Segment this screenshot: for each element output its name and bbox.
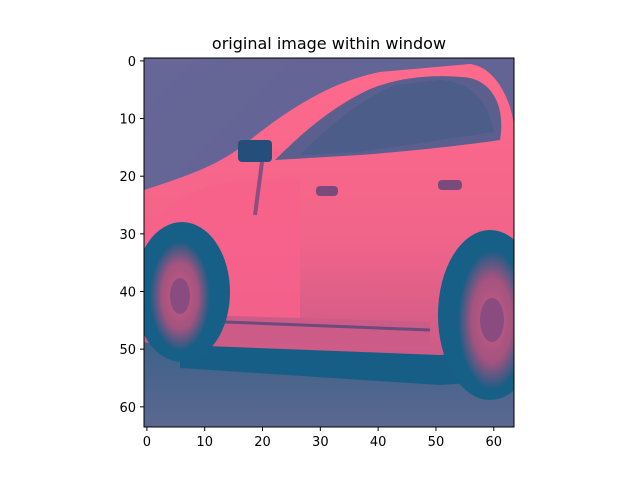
y-tick-label: 20 (119, 170, 136, 185)
x-axis: 0 10 20 30 40 50 60 (143, 427, 502, 450)
y-tick-label: 50 (119, 343, 136, 358)
y-tick-label: 0 (128, 55, 136, 70)
x-tick-label: 50 (428, 435, 445, 450)
y-tick-label: 60 (119, 401, 136, 416)
y-tick-label: 30 (119, 228, 136, 243)
x-tick-label: 30 (312, 435, 329, 450)
chart-title: original image within window (212, 34, 446, 53)
y-axis: 0 10 20 30 40 50 60 (119, 55, 144, 416)
x-tick-label: 60 (485, 435, 502, 450)
x-tick-label: 0 (143, 435, 151, 450)
axes-frame (143, 57, 515, 428)
y-tick-label: 40 (119, 286, 136, 301)
x-tick-label: 20 (254, 435, 271, 450)
y-tick-label: 10 (119, 113, 136, 128)
car-image (144, 58, 514, 427)
x-tick-label: 40 (370, 435, 387, 450)
x-tick-label: 10 (196, 435, 213, 450)
